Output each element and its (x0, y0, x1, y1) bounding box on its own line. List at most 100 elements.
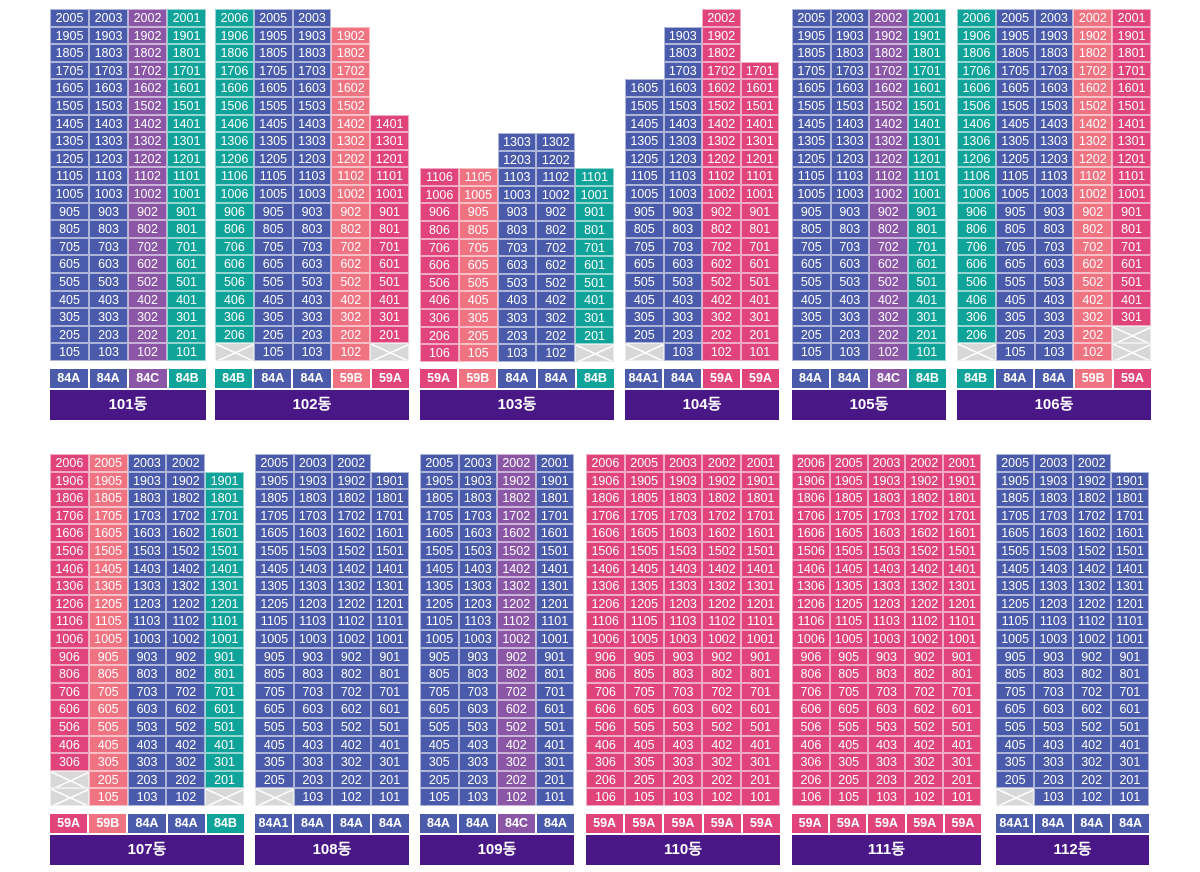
unit-cell: 1805 (996, 489, 1035, 507)
unit-cell: 505 (458, 273, 498, 292)
unit-cell: 502 (128, 273, 167, 291)
unit-cell: 903 (292, 202, 332, 221)
unit-cell: 2003 (89, 9, 128, 27)
unit-cell: 1603 (293, 524, 332, 542)
unit-cell: 1306 (792, 577, 830, 595)
unit-cell: 603 (867, 700, 906, 718)
unit-cell: 506 (957, 273, 996, 291)
unit-cell: 706 (420, 238, 459, 257)
unit-cell: 1401 (1110, 559, 1149, 578)
unit-cell: 601 (740, 255, 779, 273)
unit-cell: 1503 (292, 97, 332, 115)
unit-cell: 1705 (50, 61, 89, 80)
unit-cell: 1801 (370, 489, 409, 507)
unit-cell: 802 (1072, 665, 1111, 683)
unit-cell: 802 (166, 665, 206, 683)
unit-cell: 702 (497, 682, 536, 701)
unit-cell: 805 (255, 665, 294, 683)
unit-cell: 702 (1073, 237, 1113, 256)
unit-cell: 1101 (535, 612, 574, 630)
unit-cell: 901 (907, 202, 946, 221)
unit-cell: 402 (702, 735, 742, 754)
unit-cell: 301 (575, 309, 614, 327)
unit-cell: 1501 (943, 542, 981, 560)
unit-cell: 1502 (331, 97, 371, 115)
unit-cell: 1403 (89, 114, 128, 133)
unit-cell: 1001 (740, 185, 779, 203)
unit-cell: 501 (370, 273, 409, 291)
unit-cell: 1902 (128, 26, 167, 45)
unit-cell: 1805 (255, 489, 294, 507)
unit-cell: 201 (167, 325, 206, 344)
unit-cell: 2006 (586, 454, 625, 472)
unit-cell: 1305 (624, 577, 664, 595)
unit-cell: 701 (370, 682, 409, 701)
unit-type-label: 84B (215, 369, 253, 388)
unit-cell: 306 (586, 753, 625, 771)
unit-cell: 102 (331, 343, 371, 361)
unit-cell: 1501 (167, 97, 206, 115)
building-label: 107동 (50, 835, 244, 865)
unit-cell: 1403 (293, 559, 332, 578)
unit-cell: 1405 (625, 114, 664, 133)
unit-cell: 205 (624, 770, 664, 789)
unit-cell: 702 (905, 682, 944, 701)
unit-cell: 1503 (867, 542, 906, 560)
unit-cell: 202 (869, 325, 908, 344)
unit-cell: 605 (420, 700, 459, 718)
unit-cell: 1003 (497, 185, 537, 204)
unit-cell: 803 (458, 665, 497, 683)
unit-cell: 505 (50, 273, 89, 291)
unit-cell: 305 (255, 753, 294, 771)
unit-cell: 505 (996, 718, 1035, 736)
unit-cell: 405 (792, 290, 831, 309)
unit-cell: 803 (89, 220, 128, 238)
unit-cell: 1803 (458, 489, 497, 507)
unit-cell: 501 (1110, 718, 1149, 736)
unit-cell: 1506 (957, 97, 996, 115)
unit-cell: 306 (50, 753, 89, 771)
unit-cell: 1505 (253, 97, 293, 115)
unit-cell: 503 (89, 273, 128, 291)
unit-cell: 805 (420, 665, 459, 683)
unit-cell: 1205 (50, 149, 89, 168)
unit-cell: 905 (88, 647, 128, 666)
unit-cell: 1205 (995, 149, 1035, 168)
unit-cell: 202 (702, 325, 741, 344)
unit-cell: 1205 (625, 149, 664, 168)
unit-cell: 1901 (741, 471, 780, 490)
unit-cell: 705 (996, 682, 1035, 701)
unit-cell: 1903 (293, 471, 332, 490)
unit-cell: 1303 (1034, 132, 1074, 150)
unit-cell: 1303 (663, 132, 702, 150)
unit-cell: 505 (88, 718, 128, 736)
unit-cell: 902 (128, 202, 167, 221)
unit-cell: 202 (702, 770, 742, 789)
unit-cell: 301 (535, 753, 574, 771)
unit-cell: 1101 (575, 168, 614, 186)
unit-cell: 1003 (127, 630, 167, 648)
unit-cell: 1002 (536, 185, 576, 204)
unit-cell: 601 (741, 700, 780, 718)
unit-cell: 1401 (535, 559, 574, 578)
unit-cell: 901 (535, 647, 574, 666)
unit-cell: 2006 (957, 9, 996, 27)
unit-cell: 1703 (127, 506, 167, 525)
unit-cell: 205 (829, 770, 868, 789)
unit-cell: 1206 (957, 149, 996, 168)
unit-cell: 806 (50, 665, 89, 683)
unit-cell: 1105 (420, 612, 459, 630)
unit-cell: 302 (905, 753, 944, 771)
unit-cell: 1003 (663, 185, 702, 203)
unit-cell: 1103 (497, 168, 537, 186)
unit-cell: 605 (625, 255, 664, 273)
unit-cell: 405 (420, 735, 459, 754)
unit-cell: 105 (253, 343, 293, 361)
unit-cell: 801 (943, 665, 981, 683)
unit-type-label: 84A (1034, 814, 1072, 833)
unit-cell: 1401 (740, 114, 779, 133)
unit-cell: 202 (536, 326, 576, 345)
unit-cell: 806 (420, 221, 459, 239)
unit-cell: 1405 (255, 559, 294, 578)
unit-cell: 1101 (907, 167, 946, 185)
